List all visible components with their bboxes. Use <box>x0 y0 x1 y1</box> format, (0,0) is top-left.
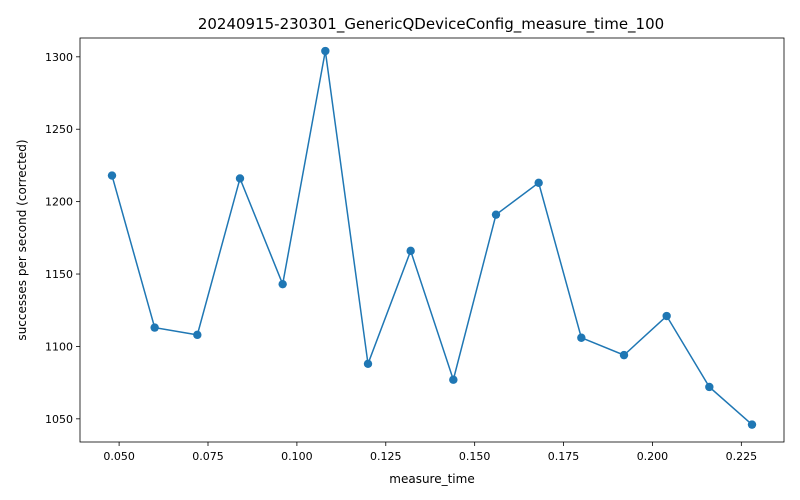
data-point <box>321 46 330 56</box>
x-tick-label: 0.075 <box>192 450 224 463</box>
data-point <box>705 382 714 392</box>
data-point <box>406 246 415 256</box>
data-point <box>619 350 629 360</box>
x-tick-label: 0.175 <box>548 450 580 463</box>
plot-area-frame <box>79 37 785 443</box>
y-axis: 1050 1100 1150 1200 1250 1300 <box>45 51 80 426</box>
x-tick-label: 0.100 <box>281 450 313 463</box>
series-line <box>111 50 753 426</box>
series-layer <box>107 46 757 429</box>
y-tick-label: 1050 <box>45 413 73 426</box>
x-tick-label: 0.200 <box>637 450 669 463</box>
data-point <box>150 323 159 332</box>
x-tick-label: 0.150 <box>459 450 491 463</box>
x-axis-label: measure_time <box>389 472 474 486</box>
y-tick-label: 1100 <box>45 340 73 353</box>
data-point <box>363 359 373 369</box>
chart-title: 20240915-230301_GenericQDeviceConfig_mea… <box>198 15 664 34</box>
data-point <box>577 333 586 342</box>
data-point <box>278 279 287 289</box>
data-point <box>449 375 458 384</box>
data-point <box>235 174 245 183</box>
data-point <box>107 171 117 180</box>
y-tick-label: 1150 <box>45 268 73 281</box>
data-point <box>491 210 501 219</box>
y-tick-label: 1300 <box>45 51 73 64</box>
data-point <box>747 420 757 429</box>
y-tick-label: 1250 <box>45 123 73 136</box>
x-axis: 0.050 0.075 0.100 0.125 0.150 0.175 0.200 0.225 <box>103 442 757 463</box>
data-point <box>534 178 543 188</box>
x-tick-label: 0.125 <box>370 450 402 463</box>
data-point <box>662 311 671 321</box>
x-tick-label: 0.225 <box>726 450 758 463</box>
data-point <box>193 330 202 340</box>
x-tick-label: 0.050 <box>103 450 135 463</box>
y-axis-label: successes per second (corrected) <box>15 139 29 340</box>
y-tick-label: 1200 <box>45 196 73 209</box>
